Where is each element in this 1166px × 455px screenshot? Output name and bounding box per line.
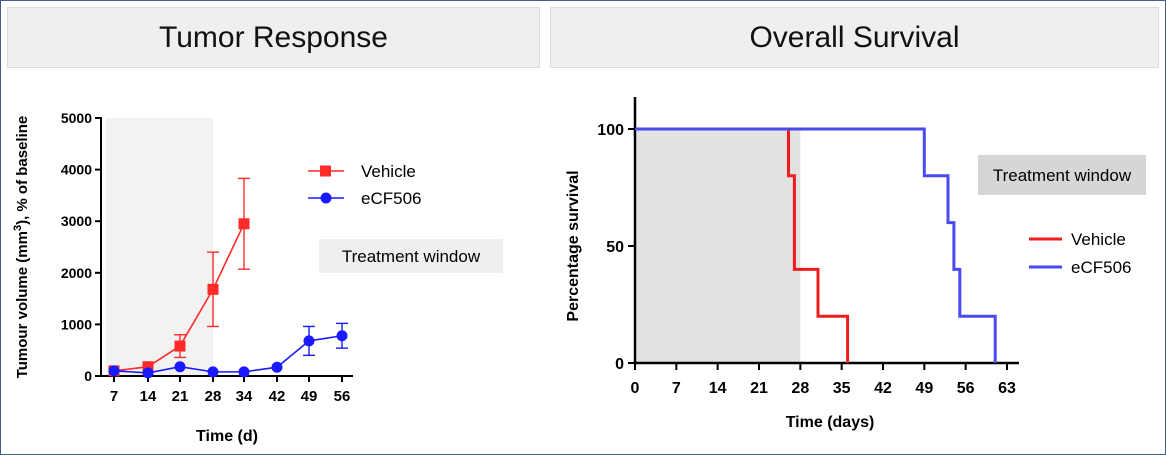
tumor-response-chart: 0 1000 2000 3000 4000 5000 7 14 21 28 34 42 49 56 Vehi… bbox=[12, 110, 503, 445]
tumor-point-circle bbox=[108, 365, 120, 377]
tumor-x-tick-label: 28 bbox=[205, 388, 222, 405]
survival-x-tick-label: 0 bbox=[631, 380, 640, 397]
survival-treatment-label: Treatment window bbox=[993, 166, 1132, 185]
tumor-x-axis-label: Time (d) bbox=[196, 428, 258, 445]
survival-y-tick-label: 50 bbox=[606, 239, 624, 256]
tumor-y-tick-label: 3000 bbox=[61, 213, 92, 229]
tumor-point-square bbox=[174, 340, 186, 352]
tumor-x-tick-label: 7 bbox=[110, 388, 118, 405]
tumor-treatment-label-box bbox=[319, 239, 503, 273]
survival-legend-label: Vehicle bbox=[1071, 230, 1126, 249]
tumor-point-circle bbox=[271, 361, 283, 373]
tumor-x-tick-label: 49 bbox=[301, 388, 318, 405]
tumor-point-circle bbox=[303, 335, 315, 347]
survival-y-tick-label: 0 bbox=[615, 356, 624, 373]
survival-treatment-label-box bbox=[978, 155, 1146, 195]
survival-x-tick-label: 21 bbox=[750, 380, 768, 397]
tumor-point-circle bbox=[336, 330, 348, 342]
tumor-x-tick-label: 42 bbox=[269, 388, 286, 405]
tumor-point-square bbox=[207, 283, 219, 295]
tumor-y-tick-label: 0 bbox=[84, 368, 92, 384]
survival-x-tick-label: 63 bbox=[998, 380, 1016, 397]
tumor-y-tick-label: 1000 bbox=[61, 316, 92, 332]
tumor-point-circle bbox=[142, 367, 154, 379]
survival-x-tick-label: 28 bbox=[791, 380, 809, 397]
survival-x-tick-label: 49 bbox=[915, 380, 933, 397]
survival-y-tick-label: 100 bbox=[597, 122, 624, 139]
tumor-treatment-label: Treatment window bbox=[342, 247, 481, 266]
tumor-legend-square bbox=[320, 165, 331, 177]
survival-series-line-0 bbox=[635, 127, 850, 363]
tumor-x-tick-label: 34 bbox=[236, 388, 253, 405]
tumor-legend-circle bbox=[320, 192, 332, 204]
tumor-x-tick-label: 56 bbox=[334, 388, 351, 405]
survival-x-tick-label: 35 bbox=[833, 380, 851, 397]
survival-y-axis-label: Percentage survival bbox=[565, 170, 582, 321]
survival-x-tick-label: 56 bbox=[957, 380, 975, 397]
survival-legend-label: eCF506 bbox=[1071, 258, 1131, 277]
tumor-point-circle bbox=[174, 361, 186, 373]
tumor-treatment-shading bbox=[106, 118, 213, 376]
tumor-y-axis-label: Tumour volume (mm3), % of baseline bbox=[12, 116, 31, 379]
tumor-y-tick-label: 2000 bbox=[61, 265, 92, 281]
survival-x-axis-label: Time (days) bbox=[786, 414, 875, 431]
survival-treatment-shading bbox=[635, 129, 801, 363]
tumor-legend-label: eCF506 bbox=[361, 189, 421, 208]
survival-series-line-1 bbox=[635, 127, 997, 363]
tumor-x-tick-label: 14 bbox=[140, 388, 157, 405]
tumor-response-title: Tumor Response bbox=[7, 7, 540, 68]
tumor-point-square bbox=[238, 218, 250, 230]
survival-x-tick-label: 7 bbox=[672, 380, 681, 397]
tumor-point-circle bbox=[207, 366, 219, 378]
tumor-y-tick-label: 5000 bbox=[61, 110, 92, 126]
tumor-x-tick-label: 21 bbox=[172, 388, 189, 405]
overall-survival-title: Overall Survival bbox=[550, 7, 1159, 68]
survival-x-tick-label: 42 bbox=[874, 380, 892, 397]
tumor-y-tick-label: 4000 bbox=[61, 162, 92, 178]
tumor-point-circle bbox=[238, 366, 250, 378]
tumor-point-square bbox=[142, 361, 154, 373]
tumor-legend-label: Vehicle bbox=[361, 162, 416, 181]
survival-x-tick-label: 14 bbox=[709, 380, 727, 397]
